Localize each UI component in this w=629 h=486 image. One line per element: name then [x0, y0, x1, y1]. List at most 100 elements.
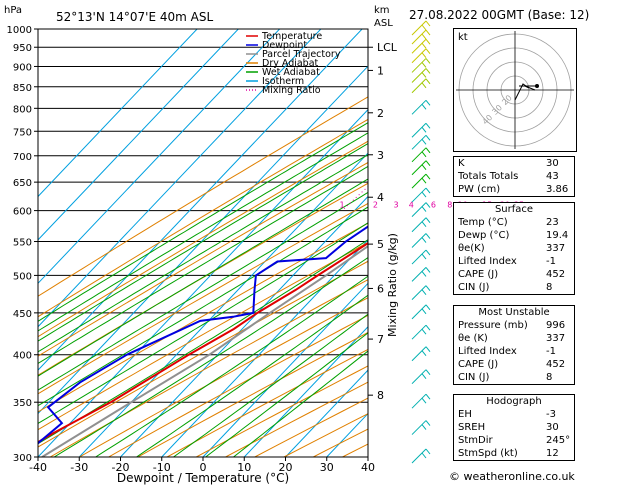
surface-row: CIN (J) 8 — [454, 281, 574, 294]
wind-barb-flag — [425, 324, 431, 331]
wind-barb — [411, 78, 431, 94]
legend-label: Dry Adiabat — [262, 58, 319, 69]
wind-barb-flag — [421, 350, 427, 357]
wind-barb-staff — [411, 48, 427, 64]
dry-adiabat — [38, 96, 368, 297]
surface-row: θe(K) 337 — [454, 242, 574, 255]
dry-adiabat — [79, 297, 368, 457]
temperature-tick-label: 30 — [320, 461, 334, 474]
location-title: 52°13'N 14°07'E 40m ASL — [56, 10, 213, 24]
hodograph-unit: kt — [458, 32, 468, 43]
most-unstable-label: Lifted Index — [458, 346, 517, 357]
wind-barb-staff — [411, 134, 427, 150]
wind-barb-flag — [421, 424, 427, 430]
surface-label: CAPE (J) — [458, 269, 499, 280]
background-lines — [38, 29, 368, 457]
wind-barb-flag — [425, 135, 431, 141]
wind-barb — [411, 448, 431, 464]
isotherm — [285, 369, 368, 457]
wet-adiabat — [38, 154, 368, 353]
height-tick-label: 3 — [377, 149, 384, 162]
most-unstable-value: 452 — [546, 359, 566, 370]
wind-barb-flag — [425, 267, 431, 273]
hodograph-ring-label: 40 — [481, 113, 495, 127]
surface-row: Temp (°C) 23 — [454, 216, 574, 229]
temperature-tick-label: -30 — [70, 461, 88, 474]
dry-adiabat — [108, 314, 368, 457]
surface-row: CAPE (J) 452 — [454, 268, 574, 281]
wind-barb-flag — [421, 33, 427, 40]
isotherm — [202, 282, 368, 457]
wind-barb-flag — [421, 221, 427, 228]
height-tick-label: LCL — [377, 41, 398, 54]
wind-barb-staff — [411, 122, 427, 138]
wind-barb-flag — [425, 217, 431, 224]
height-tick-label: 2 — [377, 107, 384, 120]
isotherm — [120, 195, 368, 457]
most-unstable-value: -1 — [546, 346, 556, 357]
legend-label: Temperature — [261, 31, 322, 42]
wet-adiabat — [38, 206, 368, 407]
legend-label: Wet Adiabat — [262, 67, 320, 78]
surface-value: 452 — [546, 269, 566, 280]
height-tick-label: 7 — [377, 333, 384, 346]
wind-barb — [411, 249, 431, 265]
wet-adiabat — [38, 191, 368, 391]
wind-barb-flag — [421, 253, 427, 260]
most-unstable-value: 996 — [546, 320, 566, 331]
wind-barb — [411, 20, 431, 36]
pressure-tick-label: 500 — [13, 271, 32, 282]
wind-barb-flag — [425, 100, 431, 106]
wind-barb-staff — [411, 249, 427, 265]
wind-barb-flag — [425, 393, 431, 400]
wind-barb-flag — [421, 191, 427, 198]
wind-barb-flag — [425, 202, 431, 208]
wind-barb-flag — [421, 237, 427, 243]
wind-barb-flag — [421, 308, 427, 315]
wind-barb-staff — [411, 58, 427, 73]
wind-barb-staff — [411, 233, 427, 248]
wind-barb-flag — [425, 369, 431, 375]
wind-barb-flag — [425, 122, 431, 129]
height-unit-label: km — [374, 5, 390, 16]
surface-row: Lifted Index -1 — [454, 255, 574, 268]
mixing-ratio-axis-title: Mixing Ratio (g/kg) — [386, 233, 399, 337]
dry-adiabat — [49, 279, 368, 457]
wind-barb-staff — [411, 20, 427, 36]
wind-barb-flag — [421, 126, 427, 133]
wind-barb-flag — [421, 24, 427, 31]
wind-barb-staff — [411, 285, 427, 300]
series-temperature — [38, 241, 368, 444]
wind-barb — [411, 68, 431, 83]
most-unstable-row: Lifted Index -1 — [454, 345, 574, 358]
wind-barb — [411, 187, 431, 203]
most-unstable-label: Pressure (mb) — [458, 320, 528, 331]
isotherm — [243, 326, 368, 457]
wet-adiabat — [38, 178, 368, 377]
height-unit-label-asl: ASL — [374, 18, 393, 29]
temperature-tick-label: -40 — [29, 461, 47, 474]
wind-barb-flag — [425, 160, 431, 167]
wind-barb-staff — [411, 267, 427, 282]
wind-barb-staff — [411, 38, 427, 54]
wind-barb-staff — [411, 202, 427, 217]
wet-adiabat — [38, 165, 368, 364]
wind-barb — [411, 134, 431, 150]
wind-barb-flag — [425, 173, 431, 180]
wind-barb-flag — [421, 164, 427, 171]
surface-title: Surface — [494, 204, 534, 215]
most-unstable-row: CAPE (J) 452 — [454, 358, 574, 371]
surface-value: 337 — [546, 243, 566, 254]
isotherm — [38, 29, 198, 198]
wind-barb — [411, 58, 431, 73]
wet-adiabat — [38, 142, 368, 342]
mixing-ratio-label: 4 — [409, 201, 414, 210]
wind-barb-staff — [411, 78, 427, 94]
pressure-axis: 300 350 400 450 500 550 600 650 700 750 800 850 900 9… — [7, 25, 38, 464]
copyright-footer[interactable]: © weatheronline.co.uk — [449, 470, 575, 483]
wind-barb — [411, 346, 431, 362]
wind-barb-flag — [425, 285, 431, 291]
wind-barb-flag — [425, 20, 431, 27]
wind-barb — [411, 233, 431, 248]
wind-barb-flag — [421, 271, 427, 277]
